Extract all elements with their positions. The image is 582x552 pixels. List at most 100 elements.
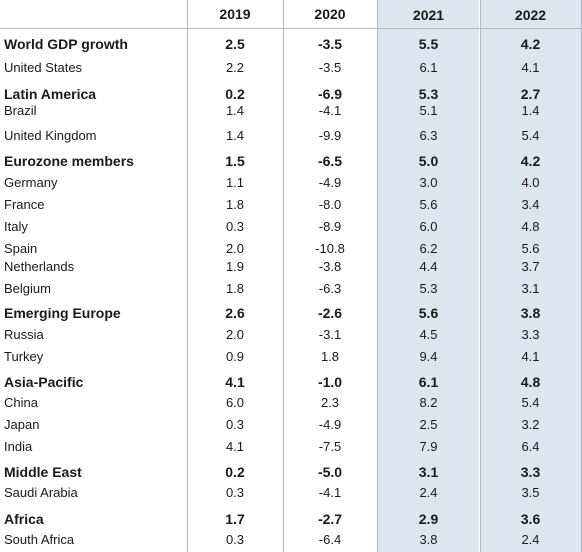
value-cell-2021: 9.4 [419, 349, 438, 364]
row-label: Saudi Arabia [4, 485, 78, 500]
value-cell-2019: 0.3 [225, 485, 245, 500]
value-cell-2019: 2.0 [225, 327, 245, 342]
value-cell-2021: 6.1 [419, 60, 438, 75]
row-label: Middle East [4, 464, 82, 480]
value-cell-2020: 2.3 [320, 395, 340, 410]
value-cell-2019: 0.2 [225, 86, 245, 102]
value-cell-2021: 2.4 [419, 485, 438, 500]
value-cell-2022: 4.2 [520, 36, 541, 52]
row-label: Brazil [4, 103, 37, 118]
value-cell-2020: -1.0 [317, 374, 343, 390]
value-cell-2019: 1.8 [225, 281, 245, 296]
value-cell-2020: -4.9 [318, 417, 342, 432]
value-cell-2019: 0.9 [225, 349, 245, 364]
value-cell-2020: -4.1 [318, 103, 342, 118]
value-cell-2021: 5.0 [418, 153, 439, 169]
value-cell-2020: -7.5 [318, 439, 342, 454]
value-cell-2021: 2.5 [419, 417, 438, 432]
value-cell-2022: 1.4 [521, 103, 540, 118]
value-cell-2020: -6.4 [318, 532, 342, 547]
value-cell-2022: 3.5 [521, 485, 540, 500]
row-label: United States [4, 60, 83, 75]
value-cell-2021: 6.2 [419, 241, 438, 256]
value-cell-2022: 3.3 [521, 327, 540, 342]
value-cell-2020: -4.9 [318, 175, 342, 190]
value-cell-2022: 5.6 [521, 241, 540, 256]
row-label: Italy [4, 219, 28, 234]
column-header-2019: 2019 [219, 6, 251, 22]
value-cell-2020: -3.1 [318, 327, 342, 342]
value-cell-2020: -2.6 [317, 305, 343, 321]
value-cell-2021: 5.1 [419, 103, 438, 118]
value-cell-2019: 2.5 [225, 36, 245, 52]
row-label: Africa [4, 511, 44, 527]
value-cell-2019: 0.3 [225, 532, 245, 547]
value-cell-2021: 4.5 [419, 327, 438, 342]
value-cell-2021: 5.6 [419, 197, 438, 212]
row-label: France [4, 197, 45, 212]
value-cell-2019: 1.8 [225, 197, 245, 212]
value-cell-2020: -3.5 [317, 36, 343, 52]
value-cell-2019: 1.1 [225, 175, 245, 190]
row-label: Emerging Europe [4, 305, 121, 321]
column-divider [283, 0, 284, 552]
value-cell-2020: -2.7 [317, 511, 343, 527]
column-divider [187, 0, 188, 552]
row-label: South Africa [4, 532, 75, 547]
value-cell-2021: 3.0 [419, 175, 438, 190]
value-cell-2022: 3.1 [521, 281, 540, 296]
value-cell-2019: 2.6 [225, 305, 245, 321]
value-cell-2019: 1.4 [225, 103, 245, 118]
value-cell-2020: -6.3 [318, 281, 342, 296]
value-cell-2020: -9.9 [318, 128, 342, 143]
value-cell-2021: 6.1 [418, 374, 439, 390]
row-label: Eurozone members [4, 153, 134, 169]
value-cell-2022: 3.6 [520, 511, 541, 527]
row-label: Latin America [4, 86, 97, 102]
row-label: Belgium [4, 281, 51, 296]
value-cell-2019: 4.1 [225, 439, 245, 454]
value-cell-2022: 4.1 [521, 60, 540, 75]
value-cell-2022: 3.7 [521, 259, 540, 274]
value-cell-2021: 5.3 [418, 86, 439, 102]
value-cell-2020: -6.9 [317, 86, 343, 102]
value-cell-2019: 2.2 [225, 60, 245, 75]
value-cell-2019: 0.3 [225, 219, 245, 234]
value-cell-2021: 4.4 [419, 259, 438, 274]
row-label: Japan [4, 417, 40, 432]
value-cell-2021: 6.3 [419, 128, 438, 143]
value-cell-2021: 3.1 [418, 464, 439, 480]
forecast-shade-2022 [481, 0, 582, 552]
row-label: Netherlands [4, 259, 75, 274]
value-cell-2019: 0.2 [225, 464, 245, 480]
value-cell-2019: 2.0 [225, 241, 245, 256]
row-label: United Kingdom [4, 128, 97, 143]
value-cell-2022: 4.2 [520, 153, 541, 169]
value-cell-2020: -5.0 [317, 464, 343, 480]
value-cell-2019: 1.5 [225, 153, 245, 169]
row-label: Spain [4, 241, 38, 256]
value-cell-2020: -6.5 [317, 153, 343, 169]
row-label: Turkey [4, 349, 44, 364]
column-header-2020: 2020 [314, 6, 346, 22]
value-cell-2022: 3.4 [521, 197, 540, 212]
value-cell-2020: -4.1 [318, 485, 342, 500]
column-header-2021: 2021 [412, 7, 445, 23]
value-cell-2020: -8.0 [318, 197, 342, 212]
value-cell-2022: 4.0 [521, 175, 540, 190]
value-cell-2021: 3.8 [419, 532, 438, 547]
row-label: China [4, 395, 38, 410]
row-label: Asia-Pacific [4, 374, 84, 390]
value-cell-2019: 1.9 [225, 259, 245, 274]
value-cell-2022: 2.7 [520, 86, 541, 102]
value-cell-2020: -3.8 [318, 259, 342, 274]
value-cell-2019: 1.7 [225, 511, 245, 527]
value-cell-2019: 4.1 [225, 374, 245, 390]
value-cell-2022: 3.3 [520, 464, 541, 480]
forecast-shade-2021 [377, 0, 479, 552]
value-cell-2021: 8.2 [419, 395, 438, 410]
row-label: Germany [4, 175, 58, 190]
value-cell-2021: 5.5 [418, 36, 439, 52]
value-cell-2022: 4.8 [520, 374, 541, 390]
